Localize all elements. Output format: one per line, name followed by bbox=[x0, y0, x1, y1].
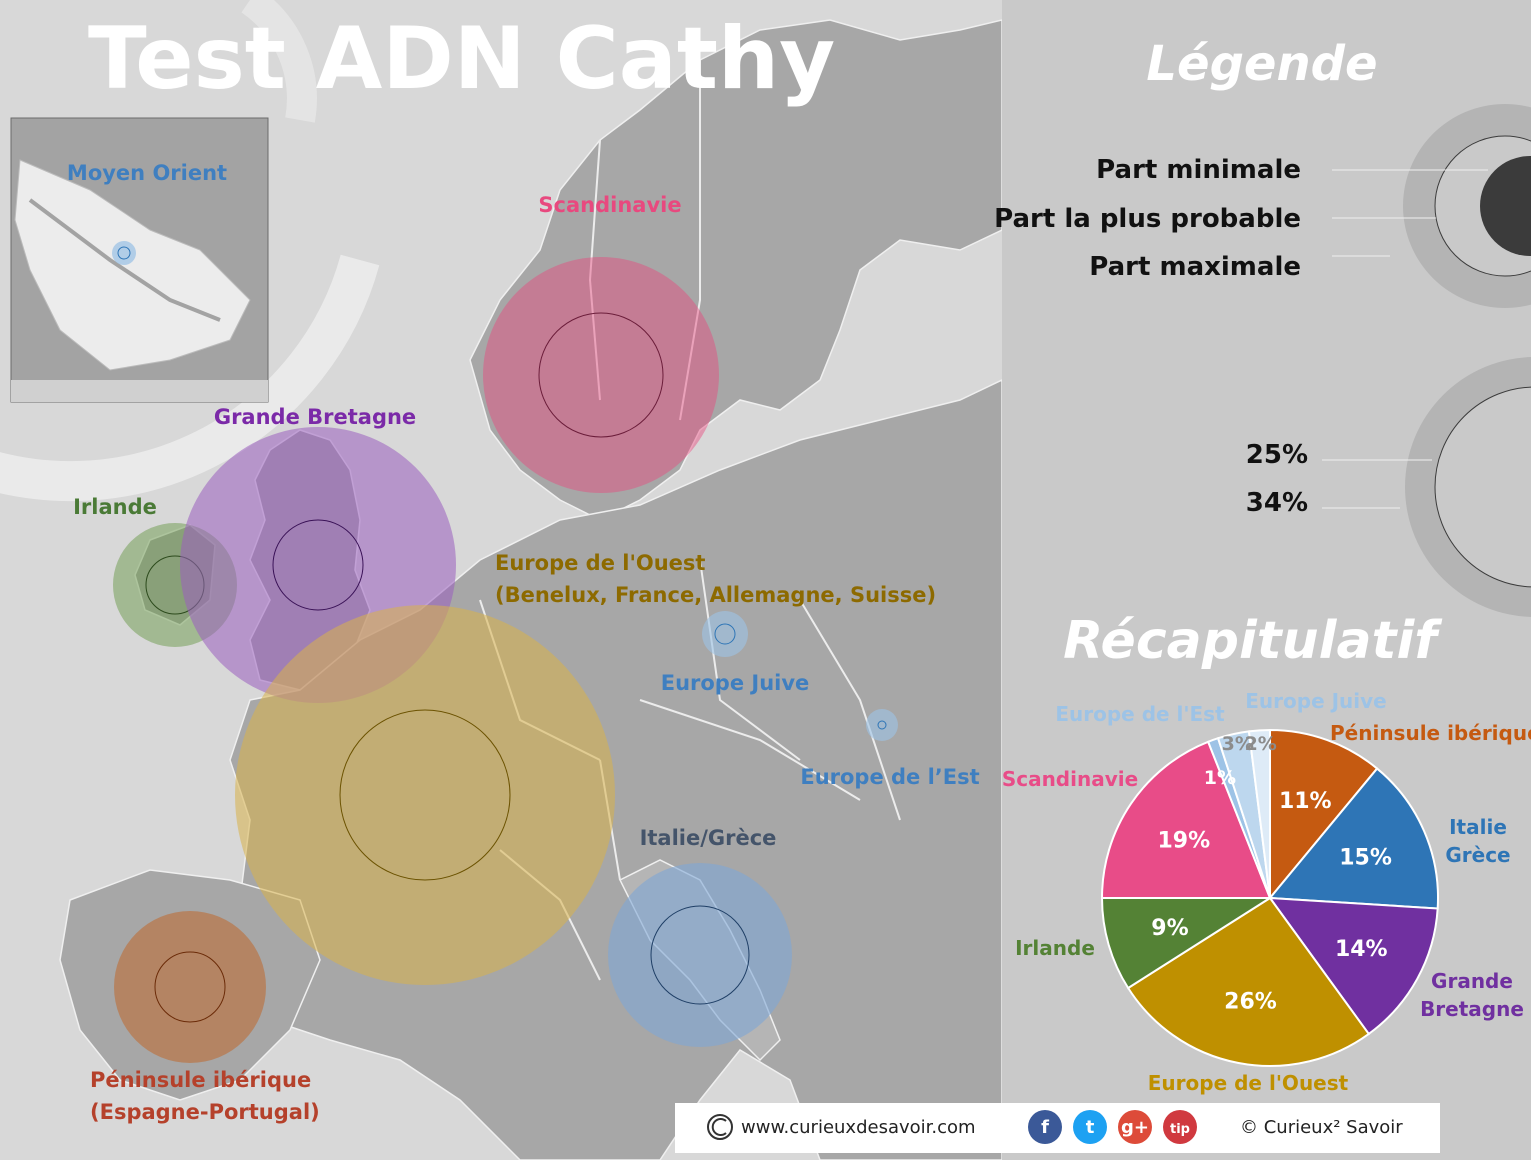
pie-category-europe-juive: Europe Juive bbox=[1245, 689, 1386, 713]
pie-slice-1 bbox=[1267, 767, 1440, 910]
iberique-probable-circle bbox=[154, 951, 226, 1023]
pie-category-irlande: Irlande bbox=[1015, 936, 1095, 960]
iberia-land bbox=[59, 869, 321, 1101]
europe-est-probable-circle bbox=[877, 720, 887, 730]
pie-slice-3 bbox=[1126, 896, 1371, 1067]
site-logo-icon bbox=[707, 1114, 733, 1140]
region-label-europe-juive: Europe Juive bbox=[661, 671, 810, 695]
footer-website-link[interactable]: www.curieuxdesavoir.com bbox=[741, 1117, 976, 1138]
europe-juive-probable-circle bbox=[714, 623, 736, 645]
region-bubbles bbox=[113, 257, 898, 1063]
scandinavie-probable-circle bbox=[538, 312, 664, 438]
europe-juive-max-circle bbox=[702, 611, 748, 657]
decorative-arc bbox=[0, 254, 380, 502]
region-label-irlande: Irlande bbox=[73, 495, 157, 519]
legend-title: Légende bbox=[1146, 36, 1377, 92]
svg-text:tip: tip bbox=[1170, 1122, 1190, 1137]
social-icons: f t g+ tip bbox=[1028, 1110, 1197, 1144]
pie-value-label-5: 19% bbox=[1158, 828, 1211, 853]
pie-value-label-3: 26% bbox=[1224, 989, 1277, 1014]
moyen-orient-max-circle bbox=[112, 241, 136, 265]
legend-scale-diagram bbox=[1322, 357, 1531, 617]
legend-diagram bbox=[1332, 104, 1531, 308]
pie-value-label-4: 9% bbox=[1151, 916, 1188, 941]
pie-value-label-8: 2% bbox=[1245, 733, 1277, 755]
google-plus-icon[interactable]: g+ bbox=[1118, 1110, 1152, 1144]
pie-value-label-0: 11% bbox=[1279, 789, 1332, 814]
pie-value-label-1: 15% bbox=[1339, 846, 1392, 871]
pie-category-labels: Péninsule ibérique Italie Grèce Grande Bre… bbox=[1002, 689, 1531, 1095]
pie-value-label-7: 3% bbox=[1222, 733, 1254, 755]
pie-slice-8 bbox=[1247, 728, 1271, 899]
europe-ouest-max-circle bbox=[235, 605, 615, 985]
europe-est-max-circle bbox=[866, 709, 898, 741]
scale-label-25: 25% bbox=[1246, 440, 1308, 470]
legend-min-circle bbox=[1480, 156, 1531, 256]
europe-ouest-probable-circle bbox=[339, 709, 511, 881]
inset-region-label: Moyen Orient bbox=[67, 161, 227, 185]
region-label-europe-ouest: Europe de l'Ouest (Benelux, France, Allem… bbox=[495, 551, 936, 607]
pie-slice-2 bbox=[1267, 896, 1439, 1036]
pie-value-label-6: 1% bbox=[1204, 767, 1236, 789]
grande-bretagne-probable-circle bbox=[272, 519, 364, 611]
region-label-europe-est: Europe de l’Est bbox=[800, 765, 979, 789]
region-label-scandinavie: Scandinavie bbox=[538, 193, 681, 217]
scandinavie-max-circle bbox=[483, 257, 719, 493]
svg-text:f: f bbox=[1041, 1117, 1049, 1138]
footer: www.curieuxdesavoir.com f t g+ tip © Curieu… bbox=[675, 1103, 1440, 1153]
legend-item-max: Part maximale bbox=[1089, 252, 1301, 282]
tip-icon[interactable]: tip bbox=[1163, 1110, 1197, 1144]
inset-map bbox=[10, 117, 269, 403]
twitter-icon[interactable]: t bbox=[1073, 1110, 1107, 1144]
pie-value-labels: 11% 15% 14% 26% 9% 19% 1% 3%2% bbox=[1151, 733, 1392, 1014]
region-label-grande-bretagne: Grande Bretagne bbox=[214, 405, 416, 429]
footer-copyright: © Curieux² Savoir bbox=[1240, 1117, 1403, 1138]
region-label-italie-grece: Italie/Grèce bbox=[640, 826, 777, 850]
pie-slice-0 bbox=[1269, 728, 1379, 901]
summary-title: Récapitulatif bbox=[1063, 611, 1443, 671]
pie-category-grande-bretagne: Grande Bretagne bbox=[1420, 969, 1524, 1021]
pie-category-iberique: Péninsule ibérique bbox=[1330, 721, 1531, 745]
scale-label-34: 34% bbox=[1246, 488, 1308, 518]
pie-slice-4 bbox=[1100, 897, 1274, 990]
pie-slice-5 bbox=[1100, 740, 1272, 899]
pie-value-label-2: 14% bbox=[1335, 937, 1388, 962]
italie-grece-max-circle bbox=[608, 863, 792, 1047]
inset-land bbox=[14, 159, 251, 371]
svg-text:g+: g+ bbox=[1121, 1117, 1149, 1138]
inset-coastline bbox=[28, 198, 221, 322]
region-labels: Scandinavie Grande Bretagne Irlande Euro… bbox=[73, 193, 980, 1124]
legend-item-min: Part minimale bbox=[1096, 155, 1301, 185]
pie-category-europe-est: Europe de l'Est bbox=[1055, 702, 1225, 726]
region-label-iberique: Péninsule ibérique (Espagne-Portugal) bbox=[90, 1068, 320, 1124]
facebook-icon[interactable]: f bbox=[1028, 1110, 1062, 1144]
pie-category-europe-ouest: Europe de l'Ouest bbox=[1148, 1071, 1349, 1095]
decorative-arc-small bbox=[241, 0, 317, 123]
italie-grece-probable-circle bbox=[650, 905, 750, 1005]
moyen-orient-probable-circle bbox=[117, 246, 131, 260]
inset-bottom-strip bbox=[11, 380, 268, 402]
iberique-max-circle bbox=[114, 911, 266, 1063]
scale-inner-circle bbox=[1434, 386, 1531, 588]
legend-item-probable: Part la plus probable bbox=[994, 204, 1301, 234]
page-title: Test ADN Cathy bbox=[88, 9, 835, 109]
pie-category-scandinavie: Scandinavie bbox=[1002, 767, 1138, 791]
svg-text:t: t bbox=[1086, 1117, 1095, 1138]
pie-chart bbox=[1100, 728, 1440, 1067]
pie-category-italie-grece: Italie Grèce bbox=[1445, 815, 1510, 867]
